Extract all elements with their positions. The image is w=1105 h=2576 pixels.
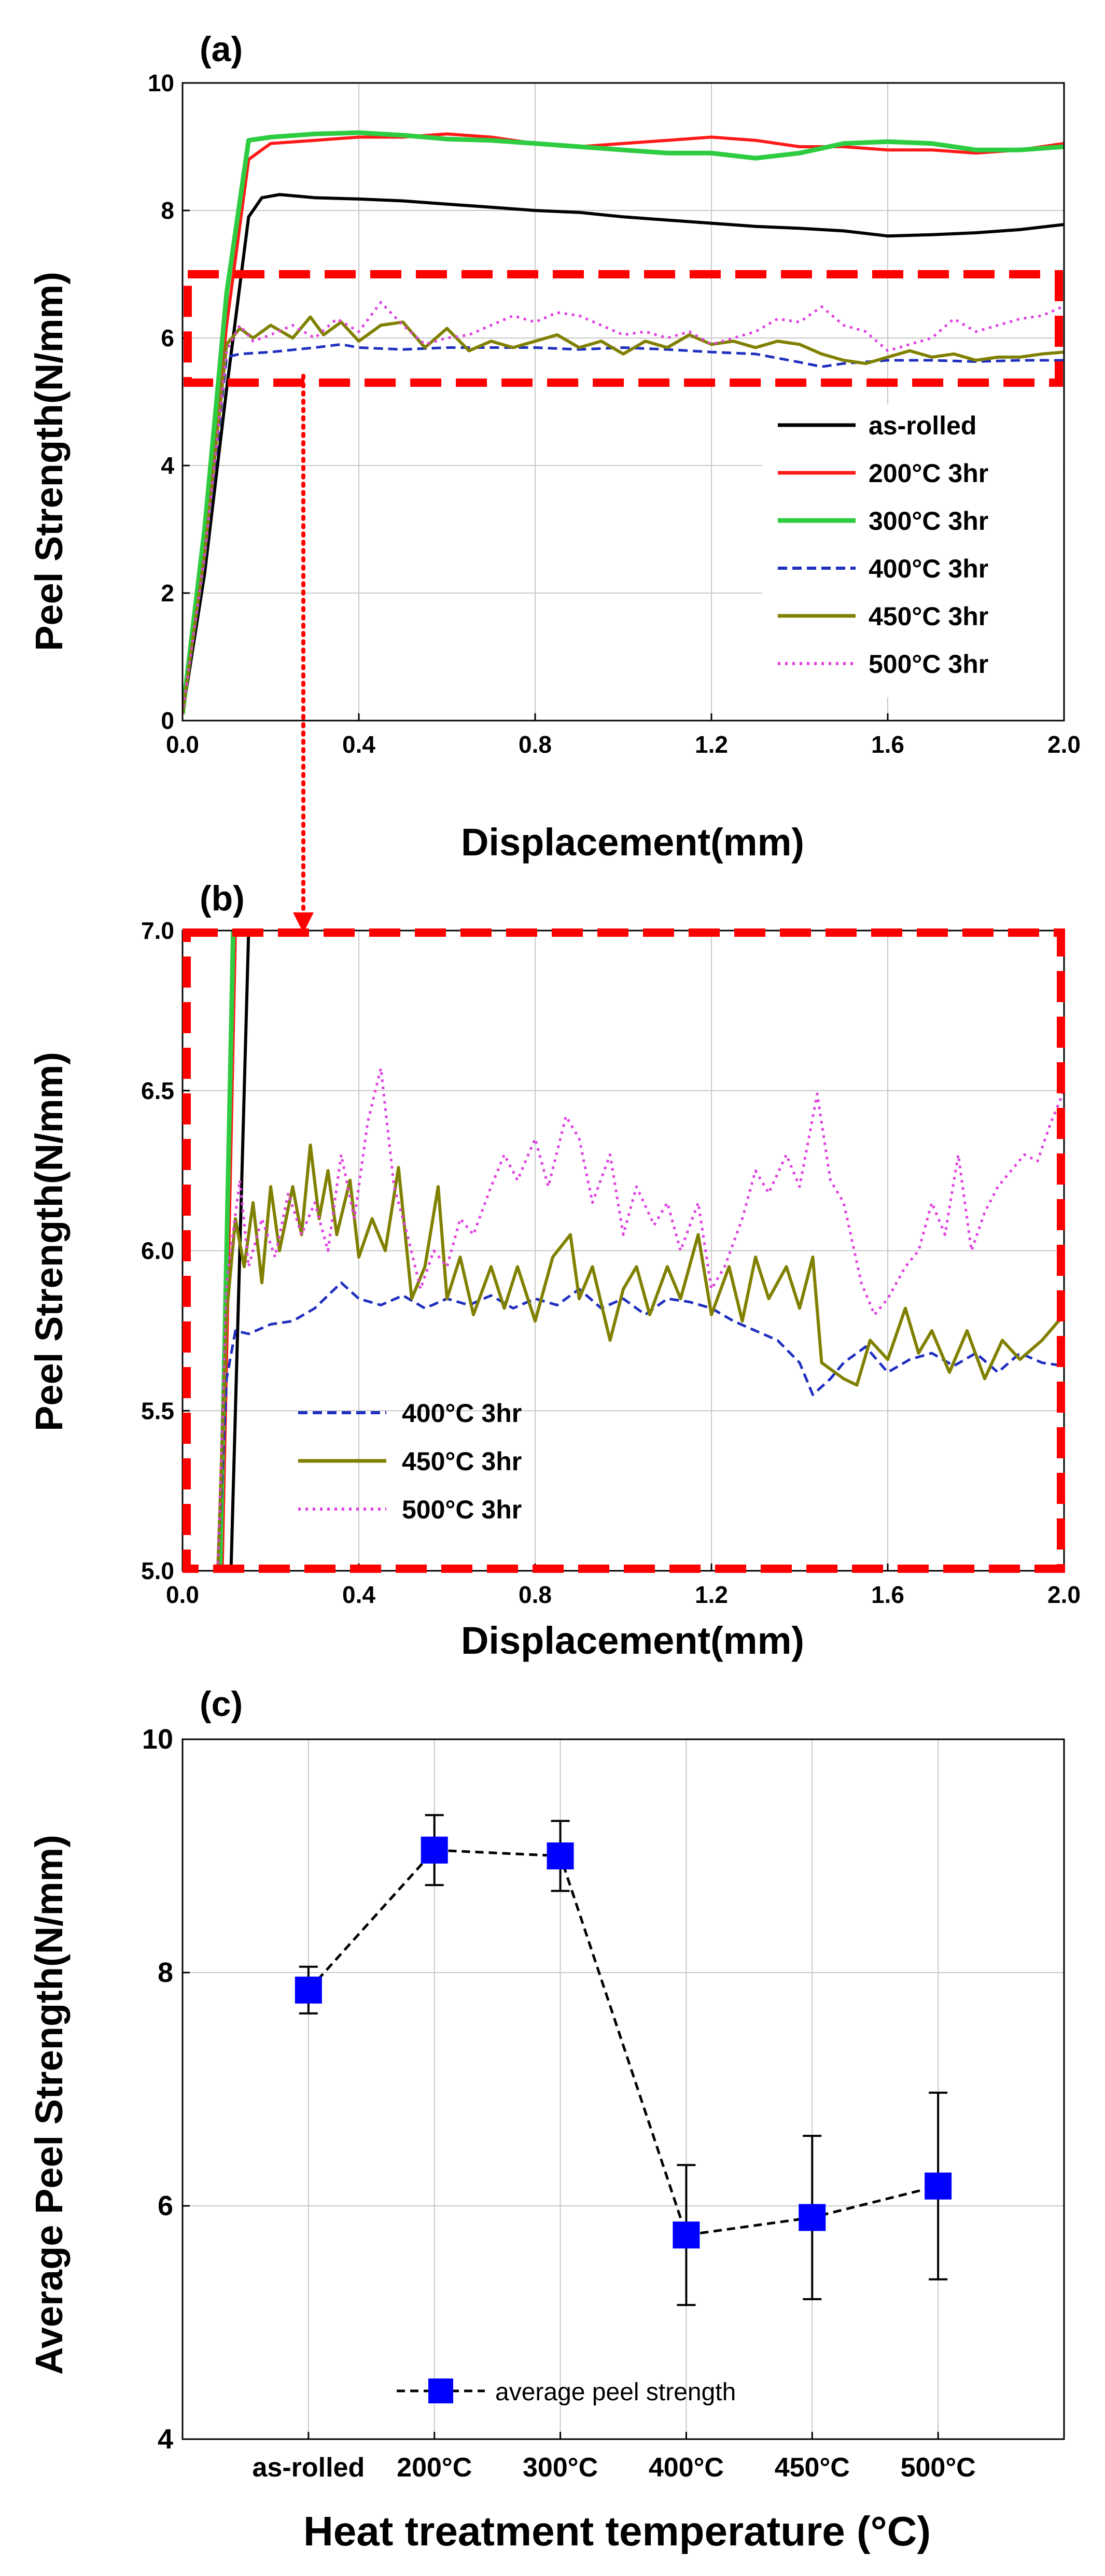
legend-a-label-as-rolled: as-rolled — [869, 411, 976, 440]
panel-c-ytick-label: 10 — [142, 1724, 173, 1755]
legend-a-label-450c: 450°C 3hr — [869, 602, 988, 631]
panel-b-series — [216, 931, 1064, 1571]
panel-c-ylabel: Average Peel Strength(N/mm) — [27, 1835, 71, 2375]
panel-c-ytick-label: 4 — [158, 2424, 173, 2455]
panel-a-ticks: 0.0 0.4 0.8 1.2 1.6 2.0 0 2 4 6 8 10 — [148, 69, 1081, 758]
legend-c-label: average peel strength — [495, 2378, 736, 2406]
legend-a-label-400c: 400°C 3hr — [869, 554, 988, 583]
panel-c-label: (c) — [200, 1684, 243, 1724]
panel-c-xtick-label: 300°C — [523, 2453, 598, 2483]
panel-a-series-450c-3hr — [183, 315, 1064, 715]
panel-a-legend-box — [762, 404, 1063, 697]
panel-a-series — [183, 130, 1064, 715]
panel-a-ytick-label: 0 — [161, 707, 174, 734]
panel-b-xtick-label: 0.8 — [519, 1581, 552, 1608]
panel-b-ylabel: Peel Strength(N/mm) — [27, 1052, 71, 1431]
legend-a-label-200c: 200°C 3hr — [869, 459, 988, 488]
panel-c-legend: average peel strength — [397, 2378, 736, 2406]
legend-b-label-500c: 500°C 3hr — [402, 1495, 522, 1524]
panel-c-ytick-label: 8 — [158, 1957, 173, 1988]
panel-a-ytick-label: 10 — [148, 69, 174, 96]
panel-a: (a) Peel Strength(N/mm) Displacement(mm)… — [27, 30, 1081, 933]
panel-b-grid — [183, 931, 1064, 1571]
panel-a-zoom-box — [184, 270, 1063, 387]
panel-c-point-200c — [421, 1836, 448, 1864]
panel-a-xtick-label: 0.0 — [166, 731, 199, 758]
legend-b-label-450c: 450°C 3hr — [402, 1447, 522, 1476]
panel-a-legend: as-rolled 200°C 3hr 300°C 3hr 400°C 3hr … — [762, 404, 1063, 697]
panel-b-xtick-label: 2.0 — [1047, 1581, 1081, 1608]
panel-b: (b) Peel Strength(N/mm) Displacement(mm)… — [27, 879, 1081, 1662]
panel-a-ytick-label: 6 — [161, 325, 174, 351]
panel-c-point-500c — [925, 2172, 952, 2200]
panel-c: (c) Average Peel Strength(N/mm) Heat tre… — [27, 1684, 1065, 2554]
panel-c-xtick-label: 400°C — [649, 2453, 724, 2483]
panel-c-point-450c — [799, 2204, 826, 2231]
panel-b-zoom-box — [183, 928, 1065, 1573]
panel-c-grid — [183, 1739, 1064, 2439]
panel-c-xtick-label: 450°C — [775, 2453, 850, 2483]
panel-c-xtick-label: as-rolled — [252, 2453, 365, 2483]
legend-a-label-500c: 500°C 3hr — [869, 650, 988, 679]
legend-a-label-300c: 300°C 3hr — [869, 506, 988, 536]
panel-c-ticks: as-rolled 200°C 300°C 400°C 450°C 500°C 4 6 8 10 — [142, 1724, 976, 2483]
panel-a-ytick-label: 2 — [161, 580, 174, 607]
panel-a-xtick-label: 2.0 — [1047, 731, 1081, 758]
panel-a-xtick-label: 0.8 — [519, 731, 552, 758]
panel-a-xtick-label: 1.6 — [871, 731, 904, 758]
panel-b-ytick-label: 6.5 — [141, 1077, 174, 1104]
panel-b-xtick-label: 0.4 — [342, 1581, 375, 1608]
legend-b-label-400c: 400°C 3hr — [402, 1399, 522, 1428]
panel-c-connector-line — [307, 1849, 939, 2237]
panel-b-label: (b) — [200, 879, 245, 918]
panel-a-xlabel: Displacement(mm) — [461, 821, 804, 864]
panel-b-ticks: 0.0 0.4 0.8 1.2 1.6 2.0 5.0 5.5 6.0 6.5 7.0 — [141, 917, 1081, 1608]
panel-c-ytick-label: 6 — [158, 2190, 173, 2221]
panel-c-xtick-label: 200°C — [397, 2453, 472, 2483]
panel-b-ytick-label: 5.0 — [141, 1557, 174, 1584]
panel-b-xtick-label: 1.6 — [871, 1581, 904, 1608]
panel-a-series-500c-3hr — [183, 301, 1064, 715]
panel-c-point-as-rolled — [295, 1976, 322, 2004]
panel-b-series-400c-3hr — [216, 1281, 1064, 1571]
panel-b-xtick-label: 0.0 — [166, 1581, 199, 1608]
panel-a-ylabel: Peel Strength(N/mm) — [27, 272, 71, 651]
panel-a-series-300c-3hr — [183, 130, 1064, 715]
legend-c-swatch-marker — [428, 2378, 453, 2403]
panel-b-legend: 400°C 3hr 450°C 3hr 500°C 3hr — [298, 1399, 522, 1524]
panel-c-frame — [181, 1738, 1065, 2440]
panel-a-xtick-label: 1.2 — [695, 731, 728, 758]
panel-b-ytick-label: 6.0 — [141, 1237, 174, 1264]
panel-c-xlabel: Heat treatment temperature (°C) — [303, 2508, 931, 2554]
panel-a-ytick-label: 8 — [161, 197, 174, 224]
panel-a-xtick-label: 0.4 — [342, 731, 375, 758]
panel-a-ytick-label: 4 — [161, 452, 174, 479]
panel-b-xtick-label: 1.2 — [695, 1581, 728, 1608]
panel-a-series-as-rolled — [183, 193, 1064, 715]
panel-c-point-400c — [673, 2221, 700, 2249]
panel-b-ytick-label: 5.5 — [141, 1397, 174, 1424]
panel-c-series — [295, 1814, 952, 2306]
panel-b-xlabel: Displacement(mm) — [461, 1619, 804, 1662]
zoom-arrow-head — [293, 912, 314, 933]
panel-b-series-450c-3hr — [216, 1143, 1064, 1571]
panel-c-xtick-label: 500°C — [901, 2453, 976, 2483]
panel-a-series-400c-3hr — [183, 343, 1064, 715]
panel-a-grid — [183, 83, 1064, 721]
panel-a-label: (a) — [200, 30, 243, 69]
panel-a-frame — [181, 82, 1065, 722]
panel-b-series-500c-3hr — [216, 1067, 1064, 1571]
panel-b-ytick-label: 7.0 — [141, 917, 174, 944]
panel-c-point-300c — [547, 1842, 574, 1869]
